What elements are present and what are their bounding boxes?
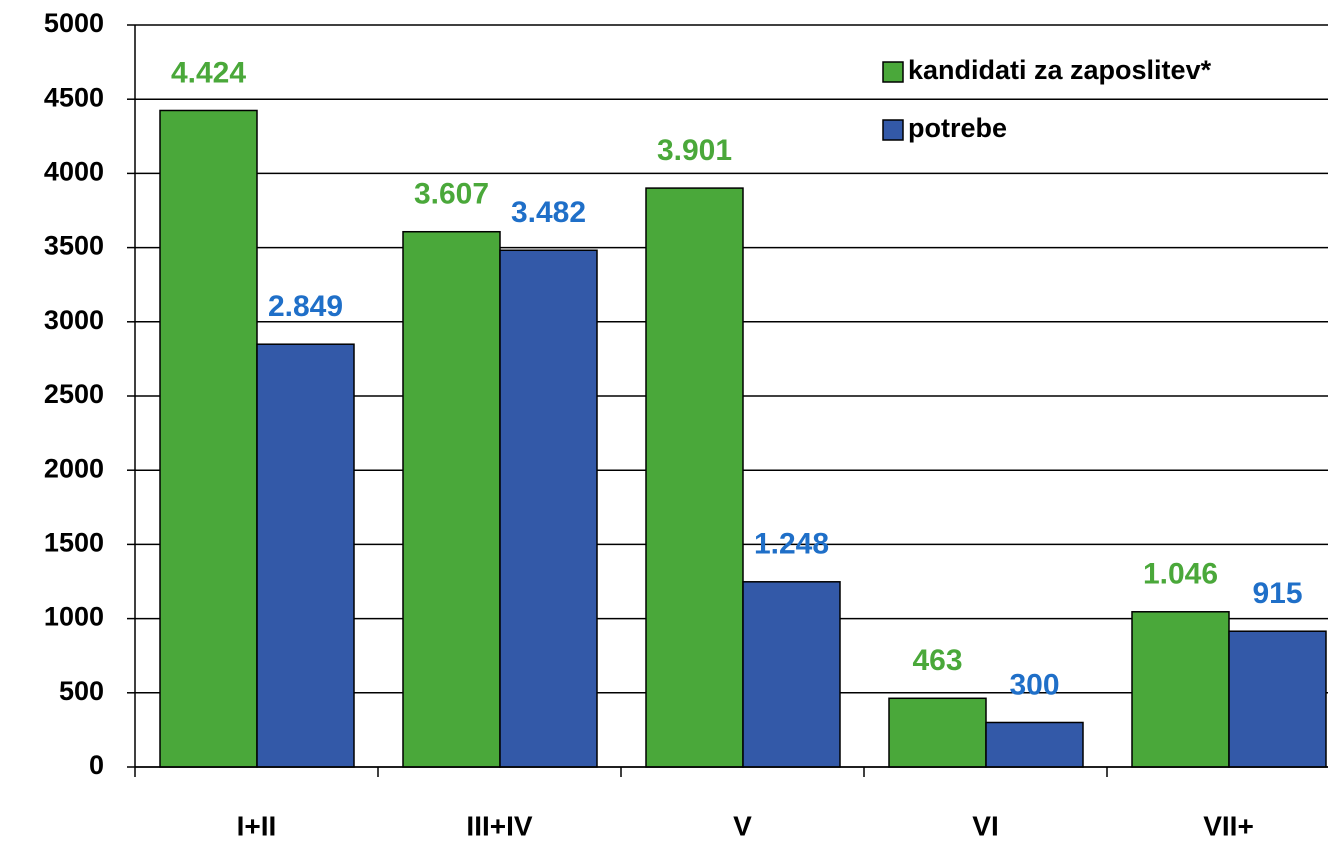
y-tick-label: 1500 xyxy=(44,528,104,558)
bar xyxy=(645,187,744,768)
value-label: 1.248 xyxy=(754,528,829,561)
value-label: 915 xyxy=(1252,577,1302,610)
legend-swatch xyxy=(882,119,904,141)
value-label: 3.482 xyxy=(511,196,586,229)
legend-label: potrebe xyxy=(908,113,1007,143)
bar xyxy=(742,581,841,768)
bar xyxy=(1228,630,1327,768)
bar xyxy=(256,343,355,768)
y-tick-label: 0 xyxy=(89,750,104,780)
bar xyxy=(499,249,598,768)
bar xyxy=(1131,611,1230,768)
y-tick-label: 2000 xyxy=(44,453,104,483)
value-label: 4.424 xyxy=(171,56,246,89)
y-tick-label: 2500 xyxy=(44,379,104,409)
legend-swatch xyxy=(882,61,904,83)
value-label: 2.849 xyxy=(268,290,343,323)
x-tick-label: I+II xyxy=(237,810,277,841)
value-label: 3.901 xyxy=(657,134,732,167)
x-tick-label: VII+ xyxy=(1203,810,1254,841)
value-label: 463 xyxy=(912,644,962,677)
y-tick-label: 3500 xyxy=(44,231,104,261)
bar xyxy=(402,230,501,768)
bar xyxy=(888,697,987,768)
y-tick-label: 1000 xyxy=(44,602,104,632)
x-tick-label: VI xyxy=(972,810,998,841)
x-tick-label: III+IV xyxy=(466,810,532,841)
legend-label: kandidati za zaposlitev* xyxy=(908,55,1212,85)
value-label: 300 xyxy=(1009,668,1059,701)
x-tick-label: V xyxy=(733,810,752,841)
bar xyxy=(159,109,258,768)
bar xyxy=(985,721,1084,768)
y-tick-label: 5000 xyxy=(44,8,104,38)
y-tick-label: 500 xyxy=(59,676,104,706)
y-tick-label: 4000 xyxy=(44,157,104,187)
value-label: 3.607 xyxy=(414,178,489,211)
y-tick-label: 4500 xyxy=(44,82,104,112)
value-label: 1.046 xyxy=(1143,558,1218,591)
y-tick-label: 3000 xyxy=(44,305,104,335)
